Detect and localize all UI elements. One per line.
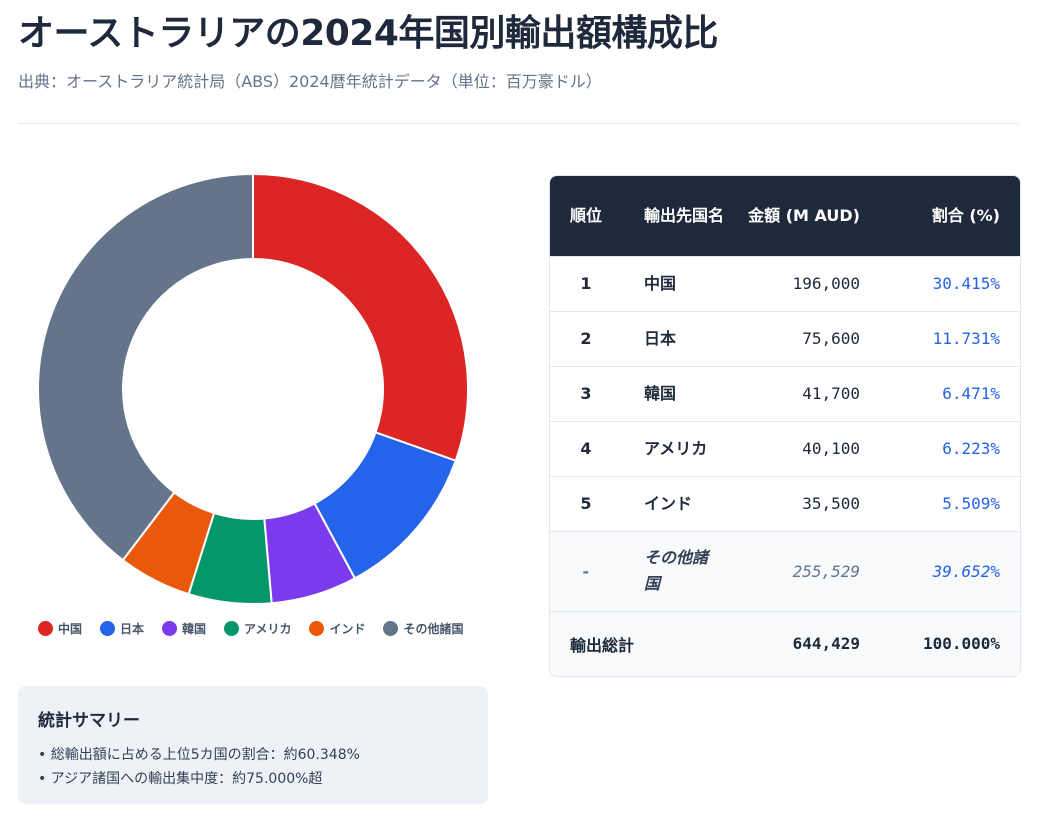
legend-label: アメリカ [244,622,292,636]
table-row: 1 中国 196,000 30.415% [550,255,1020,311]
cell-rank: 2 [550,310,602,366]
legend-swatch [38,621,53,636]
legend-label: 中国 [58,622,83,636]
cell-amount: 40,100 [724,420,876,476]
summary-line-2: • アジア諸国への輸出集中度：約75.000%超 [38,771,323,787]
donut-chart-area: 中国 日本 韓国 アメリカ インド その他諸国 [18,160,488,650]
legend-label: インド [329,622,366,636]
page-title: オーストラリアの2024年国別輸出額構成比 [18,13,718,54]
cell-name: その他諸国 [602,530,724,611]
cell-share: 11.731% [876,310,1020,366]
legend-item: 中国 [38,620,82,637]
cell-rank: - [550,530,602,611]
legend-label: その他諸国 [403,622,464,636]
legend-label: 日本 [120,622,145,636]
cell-total-label: 輸出総計 [550,610,724,676]
cell-total-share: 100.000% [876,610,1020,676]
cell-amount: 75,600 [724,310,876,366]
chart-legend: 中国 日本 韓国 アメリカ インド その他諸国 [38,620,498,637]
cell-share: 6.223% [876,420,1020,476]
cell-share: 6.471% [876,365,1020,421]
header-rank: 順位 [570,205,603,225]
donut-slice-1 [252,172,469,463]
export-table: 順位 輸出先国名 金額 (M AUD) 割合 (%) 1 中国 196,000 … [550,176,1020,676]
cell-rank: 1 [550,255,602,311]
cell-name: インド [602,475,724,531]
legend-swatch [224,621,240,636]
export-table-container: 順位 輸出先国名 金額 (M AUD) 割合 (%) 1 中国 196,000 … [549,175,1021,677]
donut-chart [37,172,469,605]
table-row: 2 日本 75,600 11.731% [550,310,1020,366]
header-share: 割合 (%) [931,205,1000,225]
cell-amount: 35,500 [724,475,876,531]
cell-total-amount: 644,429 [724,610,876,676]
table-row: 3 韓国 41,700 6.471% [550,365,1020,421]
legend-item: インド [309,620,365,637]
table-row-other: - その他諸国 255,529 39.652% [550,530,1020,611]
legend-item: 韓国 [162,620,206,637]
cell-name: アメリカ [602,420,724,476]
table-header-row: 順位 輸出先国名 金額 (M AUD) 割合 (%) [550,176,1020,256]
table-row: 4 アメリカ 40,100 6.223% [550,420,1020,476]
cell-share: 5.509% [876,475,1020,531]
summary-line-1: • 総輸出額に占める上位5カ国の割合：約60.348% [38,747,360,763]
header-amount: 金額 (M AUD) [748,205,860,225]
cell-name: 韓国 [602,365,724,421]
legend-item: その他諸国 [383,620,463,637]
cell-rank: 4 [550,420,602,476]
table-row-total: 輸出総計 644,429 100.000% [550,610,1020,676]
legend-item: アメリカ [224,620,291,637]
cell-share: 30.415% [876,255,1020,311]
cell-share: 39.652% [876,530,1020,611]
header-name: 輸出先国名 [644,205,725,225]
cell-name: 中国 [602,255,724,311]
legend-swatch [309,621,325,636]
cell-amount: 41,700 [724,365,876,421]
table-row: 5 インド 35,500 5.509% [550,475,1020,531]
cell-amount: 196,000 [724,255,876,311]
legend-label: 韓国 [182,622,207,636]
cell-rank: 3 [550,365,602,421]
cell-rank: 5 [550,475,602,531]
page-subtitle: 出典：オーストラリア統計局（ABS）2024暦年統計データ（単位：百万豪ドル） [18,72,602,91]
legend-swatch [162,621,178,636]
cell-name: 日本 [602,310,724,366]
legend-swatch [383,621,399,636]
legend-item: 日本 [100,620,144,637]
header-divider [18,123,1019,124]
summary-box: 統計サマリー • 総輸出額に占める上位5カ国の割合：約60.348% • アジア… [18,686,488,804]
summary-title: 統計サマリー [38,711,140,731]
legend-swatch [100,621,116,636]
donut-slice-6 [37,172,254,562]
cell-amount: 255,529 [724,530,876,611]
